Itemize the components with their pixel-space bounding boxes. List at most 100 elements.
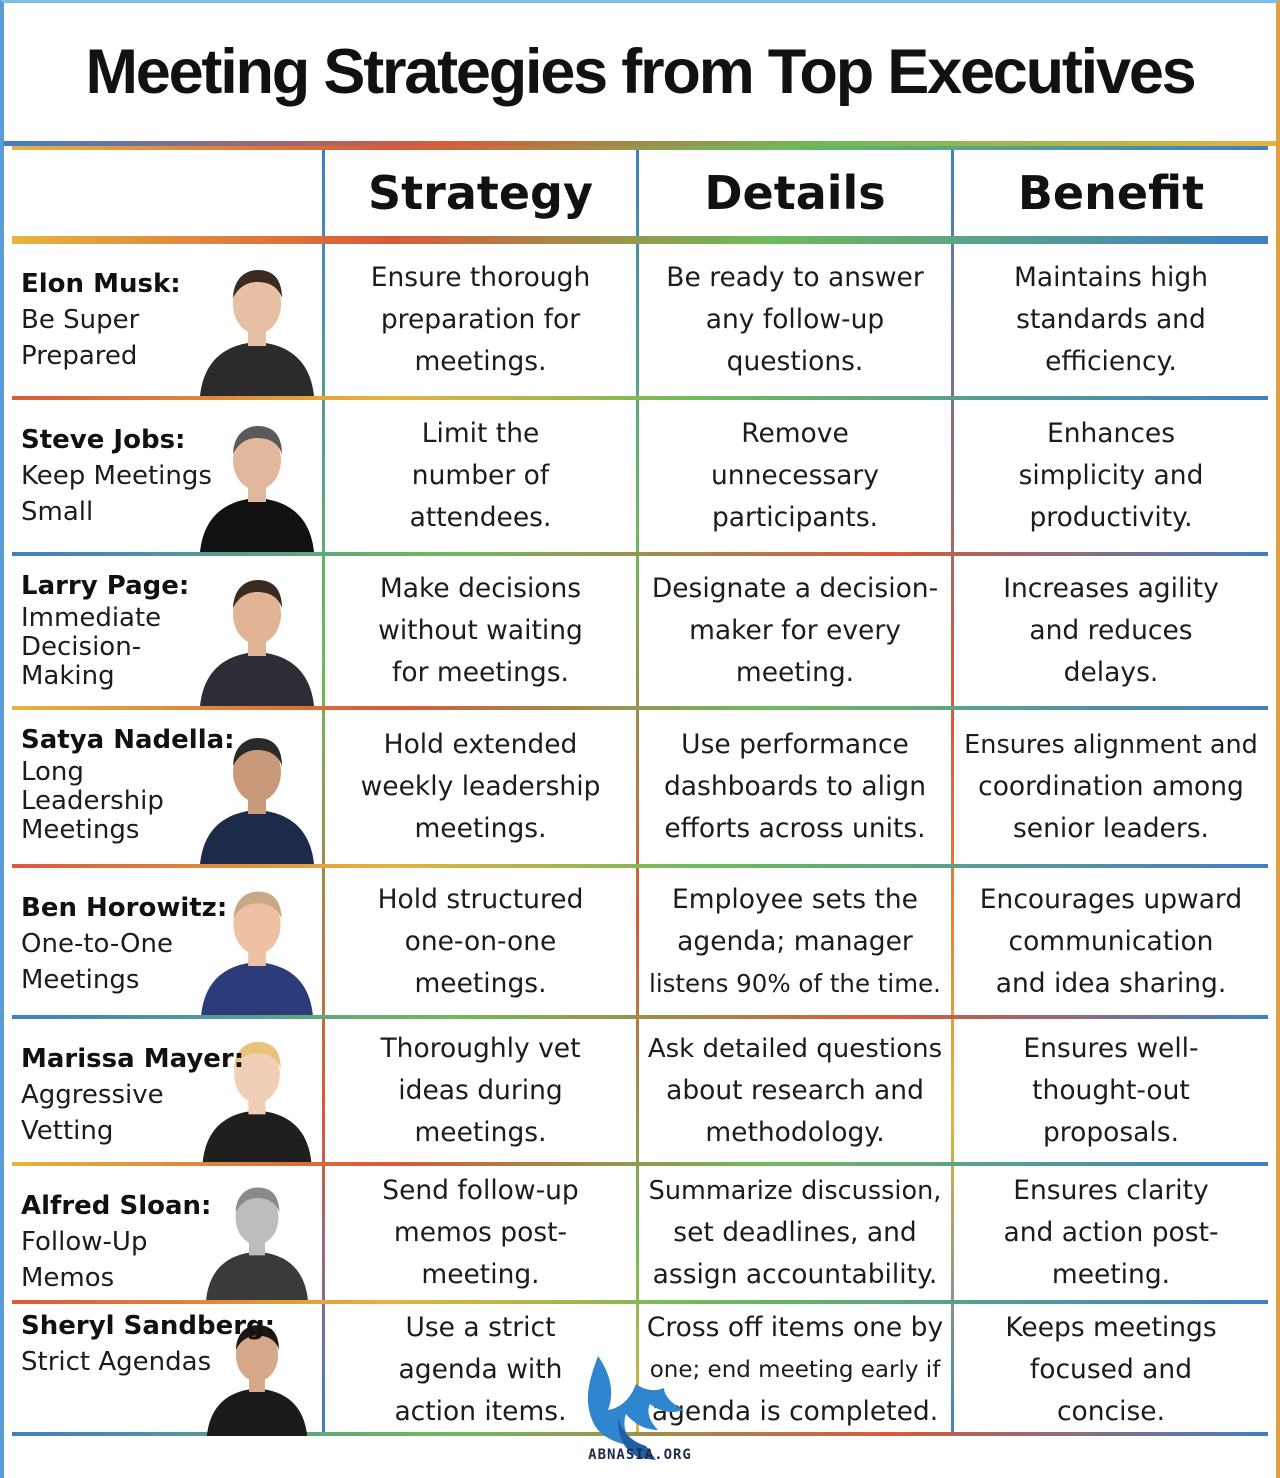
- header-benefit: Benefit: [1017, 166, 1205, 220]
- benefit-cell: Maintains high standards and efficiency.: [954, 244, 1268, 396]
- executive-strategy-title: Be Super Prepared: [21, 305, 140, 371]
- executive-cell: Steve Jobs: Keep Meetings Small: [12, 400, 322, 552]
- benefit-line: delays.: [1063, 657, 1159, 688]
- details-line: Remove: [741, 418, 849, 449]
- benefit-cell: Enhances simplicity and productivity.: [954, 400, 1268, 552]
- strategy-line: Use a strict: [405, 1312, 556, 1343]
- strategy-line: memos post-: [393, 1217, 568, 1248]
- executive-label: Alfred Sloan: Follow-Up Memos: [21, 1188, 216, 1296]
- details-line: Designate a decision-: [651, 573, 939, 604]
- row-divider: [12, 706, 1268, 710]
- strategy-cell: Use a strict agenda with action items.: [325, 1304, 636, 1436]
- benefit-line: coordination among: [978, 771, 1244, 802]
- strategy-line: Send follow-up: [382, 1175, 579, 1206]
- details-cell: Designate a decision-maker for every meet…: [639, 556, 951, 706]
- strategy-cell: Limit the number of attendees.: [325, 400, 636, 552]
- details-line: assign accountability.: [652, 1259, 938, 1290]
- strategy-cell: Make decisions without waiting for meeting…: [325, 556, 636, 706]
- strategy-line: Limit the: [421, 418, 540, 449]
- executive-cell: Satya Nadella: Long Leadership Meetings: [12, 710, 322, 864]
- row-divider: [12, 552, 1268, 556]
- executive-label: Ben Horowitz: One-to-One Meetings: [21, 890, 227, 998]
- details-line: set deadlines, and: [673, 1217, 917, 1248]
- strategy-cell: Send follow-up memos post-meeting.: [325, 1166, 636, 1300]
- details-cell: Remove unnecessary participants.: [639, 400, 951, 552]
- benefit-line: senior leaders.: [1013, 813, 1209, 844]
- strategy-line: attendees.: [409, 502, 552, 533]
- executive-label: Marissa Mayer: Aggressive Vetting: [21, 1041, 244, 1149]
- strategy-line: ideas during: [398, 1074, 563, 1106]
- executive-cell: Alfred Sloan: Follow-Up Memos: [12, 1166, 322, 1300]
- executive-label: Satya Nadella: Long Leadership Meetings: [21, 722, 235, 845]
- executive-cell: Marissa Mayer: Aggressive Vetting: [12, 1019, 322, 1162]
- strategy-line: meetings.: [414, 1116, 547, 1148]
- executive-label: Sheryl Sandberg: Strict Agendas: [21, 1308, 275, 1380]
- executive-cell: Elon Musk: Be Super Prepared: [12, 244, 322, 396]
- strategy-cell: Hold extended weekly leadership meetings.: [325, 710, 636, 864]
- details-line: one; end meeting early if: [649, 1357, 941, 1383]
- row-divider: [12, 864, 1268, 868]
- details-line: Be ready to answer: [666, 262, 924, 293]
- benefit-line: and reduces: [1029, 615, 1193, 646]
- details-line: methodology.: [705, 1116, 885, 1148]
- row-divider: [12, 1162, 1268, 1166]
- benefit-cell: Encourages upward communication and idea s…: [954, 868, 1268, 1015]
- benefit-line: productivity.: [1029, 502, 1193, 533]
- strategy-cell: Thoroughly vet ideas during meetings.: [325, 1019, 636, 1162]
- executive-strategy-title: Long Leadership Meetings: [21, 757, 164, 845]
- row-divider: [12, 396, 1268, 400]
- blonde-woman-portrait-icon: [202, 1041, 312, 1162]
- benefit-line: simplicity and: [1018, 460, 1204, 491]
- details-cell: Summarize discussion, set deadlines, and a…: [639, 1166, 951, 1300]
- details-line: any follow-up: [705, 304, 885, 335]
- benefit-line: Maintains high: [1013, 262, 1209, 293]
- executive-strategy-title: Strict Agendas: [21, 1347, 212, 1377]
- strategy-line: action items.: [394, 1396, 567, 1427]
- benefit-line: proposals.: [1042, 1116, 1179, 1148]
- executive-cell: Sheryl Sandberg: Strict Agendas: [12, 1304, 322, 1436]
- details-line: maker for every: [689, 615, 901, 646]
- dark-haired-woman-portrait-icon: [206, 1325, 308, 1436]
- executive-label: Steve Jobs: Keep Meetings Small: [21, 422, 216, 530]
- man-in-dark-jacket-portrait-icon: [200, 270, 314, 396]
- benefit-line: standards and: [1016, 304, 1206, 335]
- benefit-cell: Ensures clarity and action post-meeting.: [954, 1166, 1268, 1300]
- benefit-line: Keeps meetings: [1005, 1312, 1217, 1343]
- benefit-cell: Ensures well-thought-out proposals.: [954, 1019, 1268, 1162]
- man-in-navy-sweater-portrait-icon: [201, 891, 313, 1015]
- header-details: Details: [704, 166, 886, 220]
- benefit-cell: Ensures alignment and coordination among s…: [954, 710, 1268, 864]
- details-line: unnecessary: [711, 460, 879, 491]
- column-divider: [951, 146, 954, 1436]
- details-cell: Cross off items one by one; end meeting e…: [639, 1304, 951, 1436]
- executive-name: Satya Nadella:: [21, 725, 235, 755]
- column-divider: [322, 146, 325, 1436]
- executive-label: Elon Musk: Be Super Prepared: [21, 266, 216, 374]
- blue-griffin-logo-icon: [587, 1356, 684, 1460]
- elderly-man-black-and-white-portrait-icon: [206, 1187, 308, 1300]
- benefit-line: meeting.: [1051, 1259, 1171, 1290]
- executive-strategy-title: Keep Meetings Small: [21, 461, 212, 527]
- man-in-suit-portrait-icon: [200, 580, 314, 706]
- strategy-cell: Ensure thorough preparation for meetings.: [325, 244, 636, 396]
- details-cell: Employee sets the agenda; manager listens …: [639, 868, 951, 1015]
- man-with-glasses-in-suit-portrait-icon: [200, 738, 314, 864]
- strategy-line: for meetings.: [392, 657, 569, 688]
- benefit-line: Increases agility: [1003, 573, 1219, 604]
- benefit-line: efficiency.: [1045, 346, 1177, 377]
- details-cell: Use performance dashboards to align effort…: [639, 710, 951, 864]
- executive-name: Sheryl Sandberg:: [21, 1311, 276, 1341]
- strategy-table: Strategy Details Benefit Elon Musk: Be Su…: [12, 146, 1268, 1436]
- benefit-line: and action post-: [1003, 1217, 1219, 1248]
- footer-site: ABNASIA.ORG: [588, 1447, 692, 1463]
- details-line: agenda; manager: [677, 925, 913, 957]
- strategy-line: meetings.: [414, 813, 547, 844]
- benefit-line: Ensures clarity: [1013, 1175, 1209, 1206]
- strategy-line: without waiting: [378, 615, 583, 646]
- strategy-line: meetings.: [414, 346, 547, 377]
- strategy-line: number of: [411, 460, 550, 491]
- strategy-line: Ensure thorough: [370, 262, 591, 293]
- details-line: about research and: [666, 1074, 924, 1106]
- row-divider: [12, 236, 1268, 240]
- details-line: Cross off items one by: [646, 1312, 944, 1343]
